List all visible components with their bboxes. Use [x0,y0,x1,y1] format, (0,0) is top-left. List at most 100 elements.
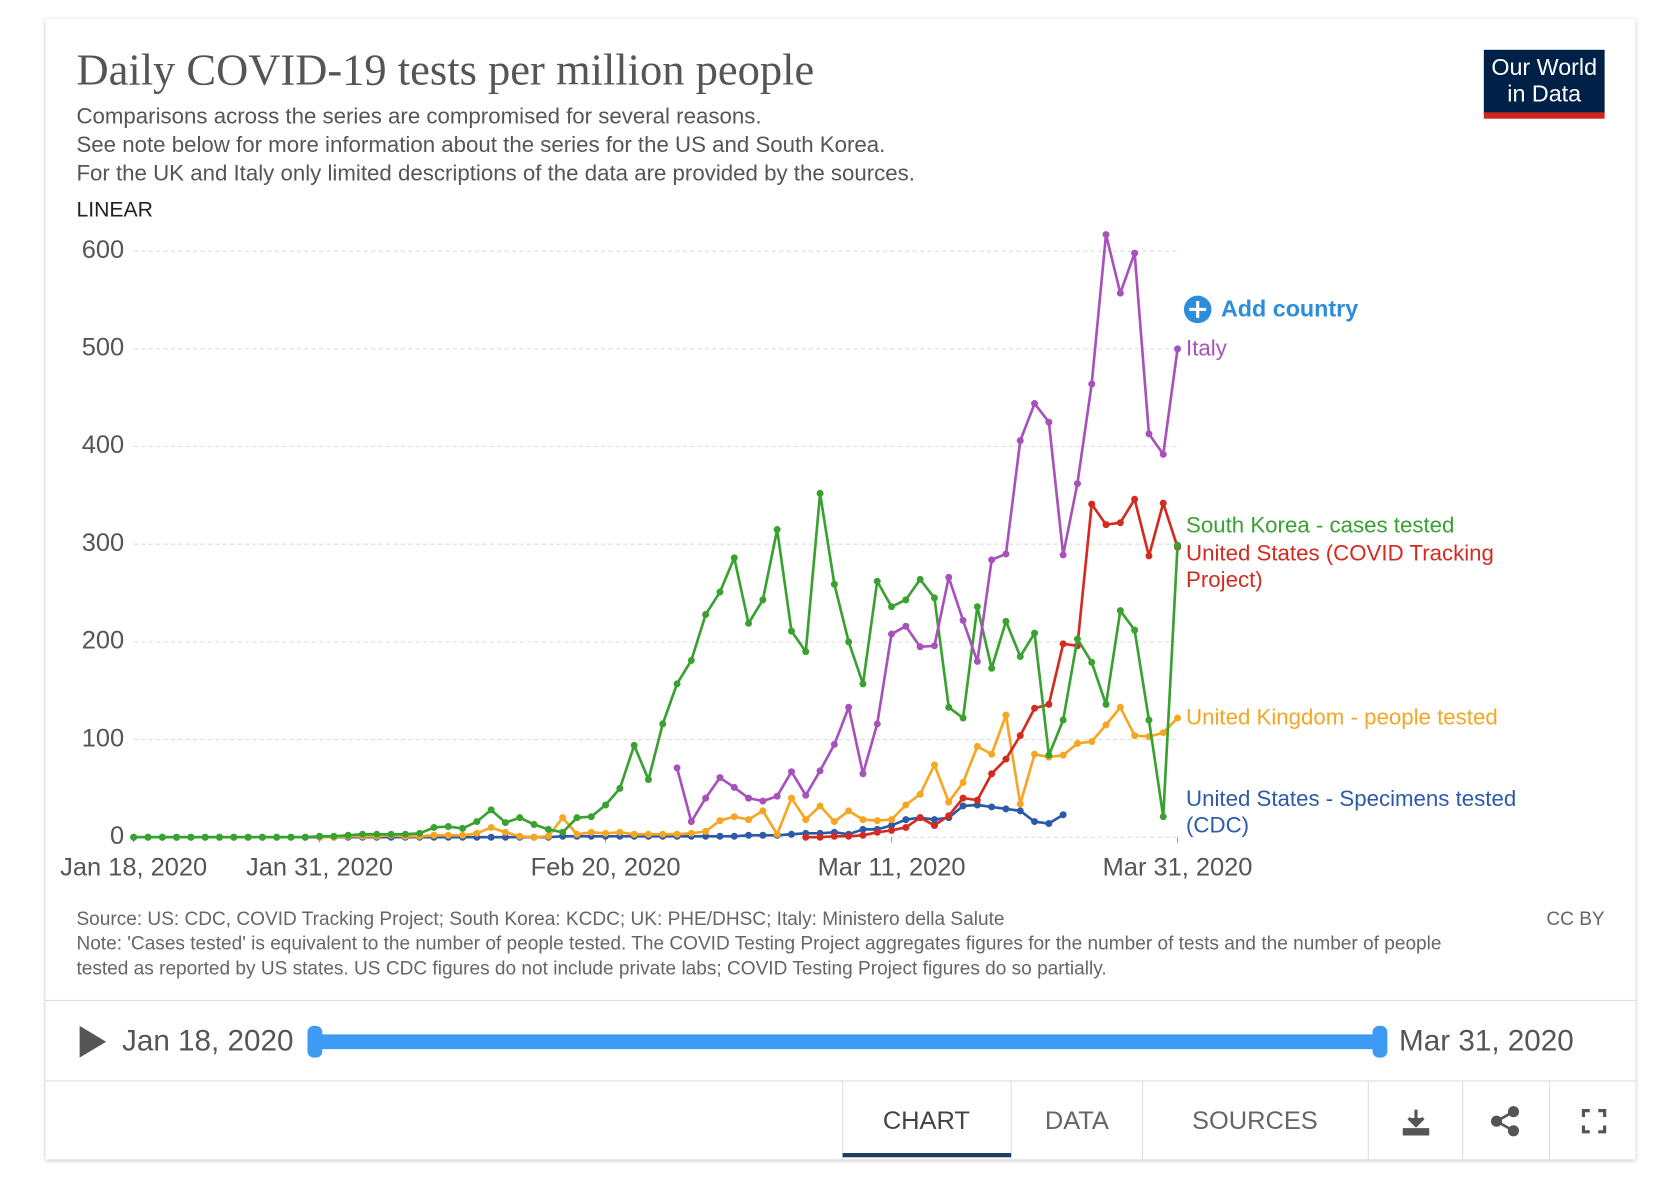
data-point [644,776,652,784]
data-point [745,794,753,802]
data-point [802,648,810,656]
data-point [959,802,967,810]
data-point [959,714,967,722]
data-point [916,790,924,798]
data-point [845,832,853,840]
data-point [459,824,467,832]
data-point [187,833,195,841]
share-icon[interactable] [1490,1106,1520,1137]
scale-toggle[interactable]: LINEAR [76,198,153,221]
data-point [1102,721,1110,729]
data-point [816,489,824,497]
play-button[interactable] [79,1025,107,1058]
data-point [1016,800,1024,808]
data-point [730,554,738,562]
data-point [802,833,810,841]
legend-label: South Korea - cases tested [1186,513,1454,538]
data-point [859,816,867,824]
data-point [387,830,395,838]
data-point [1174,345,1182,353]
data-point [1159,499,1167,507]
data-point [230,833,238,841]
tab[interactable]: SOURCES [1192,1107,1318,1135]
subtitle: See note below for more information abou… [76,132,885,157]
tab[interactable]: DATA [1045,1107,1109,1135]
license: CC BY [1546,909,1605,930]
timeline-handle[interactable] [307,1025,323,1058]
card [45,19,1636,1160]
data-point [1045,700,1053,708]
data-point [215,833,223,841]
data-point [501,828,509,836]
data-point [930,642,938,650]
series [673,231,1182,826]
data-point [716,774,724,782]
data-point [988,664,996,672]
download-icon[interactable] [1402,1109,1430,1136]
data-point [1073,635,1081,643]
tab-dividers [842,1080,1551,1160]
series [130,489,1182,841]
data-point [830,832,838,840]
data-point [773,830,781,838]
data-point [902,823,910,831]
data-point [1073,739,1081,747]
y-tick-label: 0 [110,822,124,850]
x-tick-label: Mar 11, 2020 [818,854,966,882]
data-point [659,720,667,728]
data-point [1116,289,1124,297]
data-point [1088,380,1096,388]
data-point [416,829,424,837]
data-point [1016,807,1024,815]
data-point [959,779,967,787]
data-point [873,817,881,825]
data-point [602,829,610,837]
data-point [702,794,710,802]
data-point [1131,249,1139,257]
data-point [673,764,681,772]
subtitle: Comparisons across the series are compro… [76,104,761,129]
tab[interactable]: CHART [883,1107,970,1135]
y-tick-label: 300 [82,529,124,557]
data-point [830,818,838,826]
data-point [587,813,595,821]
timeline-handle[interactable] [1372,1025,1388,1058]
data-point [945,812,953,820]
data-point [487,806,495,814]
logo[interactable] [1483,49,1605,114]
data-point [559,828,567,836]
data-point [1131,495,1139,503]
data-point [158,833,166,841]
note: Note: 'Cases tested' is equivalent to th… [76,933,1441,979]
data-point [945,798,953,806]
data-point [802,791,810,799]
data-point [687,656,695,664]
data-point [845,807,853,815]
data-point [888,821,896,829]
data-point [630,741,638,749]
add-country[interactable]: Add country [1221,296,1358,322]
fullscreen-icon[interactable] [1581,1109,1607,1134]
y-tick-label: 500 [82,334,124,362]
data-point [816,802,824,810]
data-point [173,833,181,841]
data-point [830,740,838,748]
data-point [973,657,981,665]
y-tick-label: 600 [82,236,124,264]
data-point [1159,450,1167,458]
data-point [1159,813,1167,821]
data-point [544,832,552,840]
data-point [1102,521,1110,529]
data-point [787,768,795,776]
data-point [888,826,896,834]
subtitle: For the UK and Italy only limited descri… [76,161,915,186]
data-point [988,750,996,758]
data-point [430,823,438,831]
data-point [702,827,710,835]
data-point [258,833,266,841]
data-point [530,821,538,829]
data-point [1088,500,1096,508]
data-point [1059,751,1067,759]
data-point [959,794,967,802]
data-point [859,831,867,839]
